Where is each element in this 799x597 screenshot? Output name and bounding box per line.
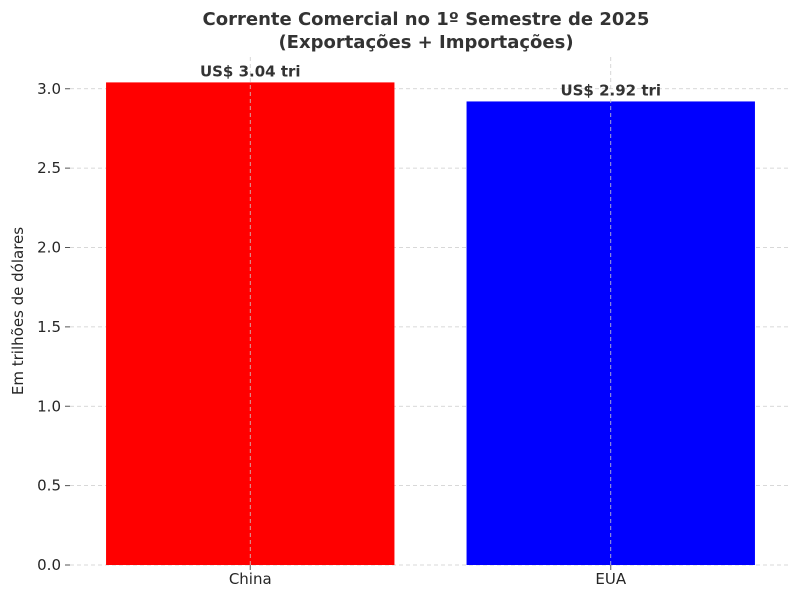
y-tick-label: 1.5 <box>37 318 61 336</box>
bars-layer <box>106 82 755 566</box>
x-tick-label: EUA <box>595 570 626 588</box>
y-axis-label: Em trilhões de dólares <box>9 227 27 395</box>
y-tick-label: 3.0 <box>37 80 61 98</box>
data-labels-layer: US$ 3.04 tri US$ 2.92 tri <box>200 62 661 99</box>
x-tick-label: China <box>229 570 272 588</box>
vertical-grid-layer <box>249 57 612 565</box>
y-tick-label: 1.0 <box>37 397 61 415</box>
y-tick-label: 2.0 <box>37 239 61 257</box>
y-tick-label: 2.5 <box>37 159 61 177</box>
x-axis: China EUA <box>229 565 627 588</box>
chart-title: Corrente Comercial no 1º Semestre de 202… <box>203 9 650 30</box>
bar-value-label: US$ 2.92 tri <box>560 81 661 99</box>
y-tick-label: 0.5 <box>37 477 61 495</box>
y-tick-label: 0.0 <box>37 556 61 574</box>
bar-value-label: US$ 3.04 tri <box>200 62 301 80</box>
y-axis: 0.0 0.5 1.0 1.5 2.0 2.5 3.0 <box>37 80 70 574</box>
chart-subtitle: (Exportações + Importações) <box>278 32 573 53</box>
